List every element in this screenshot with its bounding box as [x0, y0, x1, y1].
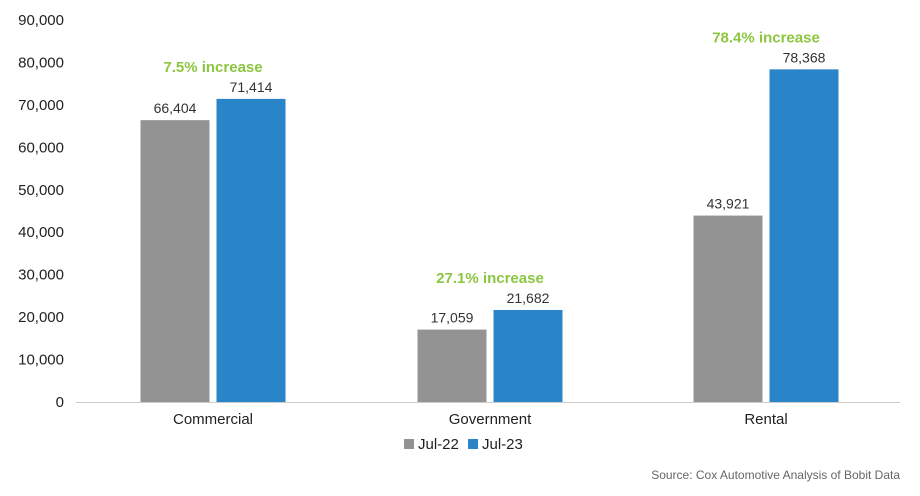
- bar-jul23-government: [493, 309, 563, 402]
- bar-jul23-commercial: [216, 98, 286, 403]
- increase-callout: 7.5% increase: [163, 59, 262, 76]
- data-label: 21,682: [507, 290, 550, 306]
- y-tick-label: 50,000: [18, 182, 64, 199]
- y-tick-label: 0: [56, 394, 64, 411]
- legend-swatch-jul23: [468, 439, 478, 449]
- data-label: 43,921: [707, 196, 750, 212]
- bar-jul22-government: [417, 329, 487, 402]
- y-tick-label: 10,000: [18, 352, 64, 369]
- y-tick-label: 20,000: [18, 309, 64, 326]
- data-label: 66,404: [154, 100, 197, 116]
- bars: [140, 69, 839, 403]
- bar-jul23-rental: [769, 69, 839, 403]
- data-label: 71,414: [230, 79, 273, 95]
- data-label: 17,059: [431, 310, 474, 326]
- legend-swatch-jul22: [404, 439, 414, 449]
- bar-jul22-commercial: [140, 120, 210, 402]
- data-labels: 66,404 71,414 7.5% increase 17,059 21,682 27.…: [154, 29, 826, 325]
- legend-label-jul22: Jul-22: [418, 436, 459, 453]
- increase-callout: 78.4% increase: [712, 29, 820, 46]
- increase-callout: 27.1% increase: [436, 270, 544, 287]
- y-axis: 0 10,000 20,000 30,000 40,000 50,000 60,000 70,…: [18, 12, 64, 411]
- bar-jul22-rental: [693, 215, 763, 402]
- y-tick-label: 60,000: [18, 139, 64, 156]
- y-tick-label: 70,000: [18, 97, 64, 114]
- x-axis: Commercial Government Rental: [76, 402, 900, 428]
- y-tick-label: 90,000: [18, 12, 64, 29]
- y-tick-label: 30,000: [18, 267, 64, 284]
- legend-label-jul23: Jul-23: [482, 436, 523, 453]
- source-note: Source: Cox Automotive Analysis of Bobit…: [651, 468, 900, 482]
- x-tick-label: Commercial: [173, 411, 253, 428]
- x-tick-label: Rental: [744, 411, 787, 428]
- x-tick-label: Government: [449, 411, 532, 428]
- y-tick-label: 80,000: [18, 54, 64, 71]
- y-tick-label: 40,000: [18, 224, 64, 241]
- legend: Jul-22 Jul-23: [404, 436, 523, 453]
- data-label: 78,368: [783, 49, 826, 65]
